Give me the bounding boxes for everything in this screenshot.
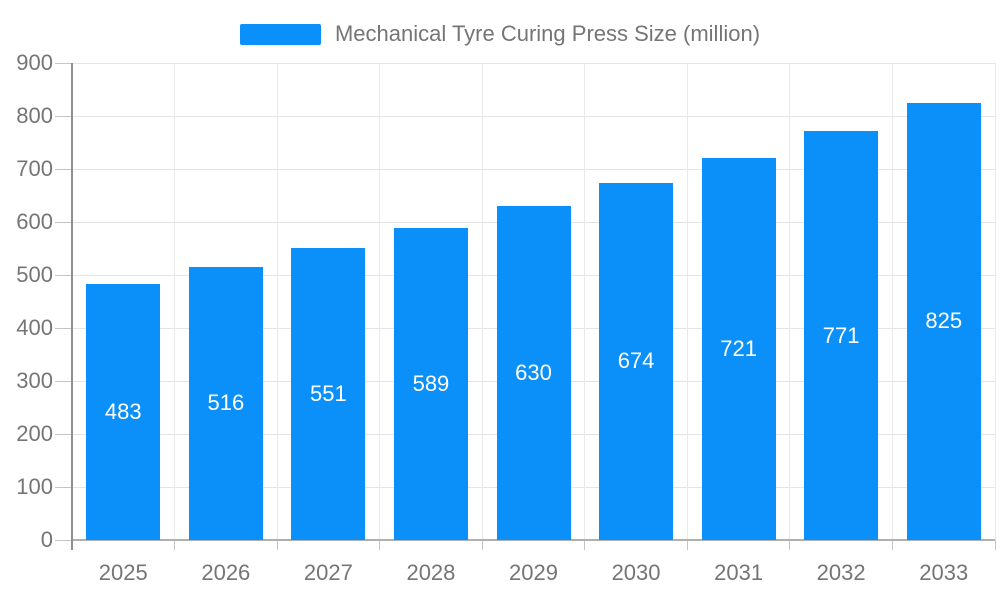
bar-value-label: 825 (925, 308, 963, 334)
y-axis-tick (55, 63, 72, 64)
legend-swatch-icon (239, 23, 321, 45)
x-axis-line (72, 539, 995, 541)
y-axis-tick (55, 487, 72, 488)
legend-label: Mechanical Tyre Curing Press Size (milli… (334, 21, 761, 46)
bar-value-label: 721 (720, 335, 757, 361)
x-gridline (686, 63, 688, 540)
y-axis-label: 800 (16, 103, 53, 128)
bar[interactable]: 516 (188, 266, 263, 540)
bar[interactable]: 825 (906, 102, 981, 540)
x-gridline (379, 63, 381, 540)
y-axis-label: 300 (16, 368, 53, 393)
x-axis-tick (174, 540, 176, 550)
x-axis-label: 2033 (919, 560, 969, 585)
bar[interactable]: 630 (496, 206, 571, 540)
y-gridline (72, 169, 995, 170)
x-axis-label: 2032 (816, 560, 866, 585)
x-axis-tick (891, 540, 893, 550)
x-axis-label: 2025 (98, 560, 148, 585)
x-axis-tick (584, 540, 586, 550)
y-axis-tick (55, 381, 72, 382)
x-axis-label: 2029 (509, 560, 558, 585)
bar[interactable]: 483 (86, 284, 161, 540)
bar-value-label: 674 (617, 348, 655, 374)
x-gridline (584, 63, 586, 540)
y-axis-label: 600 (16, 209, 53, 234)
bar-value-label: 589 (412, 370, 450, 396)
x-axis-tick (686, 540, 688, 550)
x-axis-label: 2026 (201, 560, 251, 585)
x-axis-label: 2031 (714, 560, 764, 585)
y-axis-line (71, 63, 73, 550)
y-gridline (72, 116, 995, 117)
y-axis-label: 700 (16, 156, 53, 181)
x-gridline (481, 63, 483, 540)
x-axis-tick (276, 540, 278, 550)
y-axis-label: 100 (16, 474, 53, 499)
x-axis-label: 2027 (303, 560, 353, 585)
x-axis-label: 2030 (611, 560, 661, 585)
y-axis-label: 900 (16, 50, 53, 75)
y-axis-tick (55, 116, 72, 117)
bar-value-label: 771 (822, 322, 860, 348)
x-gridline (174, 63, 176, 540)
x-gridline (891, 63, 893, 540)
bar-value-label: 630 (515, 360, 552, 386)
x-gridline (994, 63, 996, 540)
bar[interactable]: 589 (393, 227, 468, 540)
bar[interactable]: 674 (599, 182, 674, 540)
y-axis-label: 500 (16, 262, 53, 287)
x-axis-label: 2028 (406, 560, 456, 585)
plot-area: 0 100 200 300 400 500 600 700 800 900 483 516 551 589… (16, 52, 996, 585)
y-axis-tick (55, 328, 72, 329)
y-axis-label: 0 (40, 527, 53, 552)
x-gridline (276, 63, 278, 540)
y-axis-tick (55, 222, 72, 223)
bar[interactable]: 771 (804, 131, 879, 540)
x-axis-tick (994, 540, 996, 550)
y-axis-tick (55, 169, 72, 170)
bar[interactable]: 721 (701, 157, 776, 540)
x-axis-tick (481, 540, 483, 550)
x-axis-tick (379, 540, 381, 550)
legend[interactable]: Mechanical Tyre Curing Press Size (milli… (0, 21, 1000, 47)
y-axis-tick (55, 434, 72, 435)
y-axis-tick (55, 540, 72, 541)
bar-value-label: 516 (207, 390, 245, 416)
x-axis-tick (789, 540, 791, 550)
y-gridline (72, 63, 995, 64)
y-axis-label: 200 (16, 421, 53, 446)
bar-value-label: 551 (310, 380, 347, 406)
y-axis-tick (55, 275, 72, 276)
bar[interactable]: 551 (291, 247, 366, 540)
bar-value-label: 483 (104, 399, 142, 424)
x-gridline (789, 63, 791, 540)
y-axis-label: 400 (16, 315, 53, 340)
